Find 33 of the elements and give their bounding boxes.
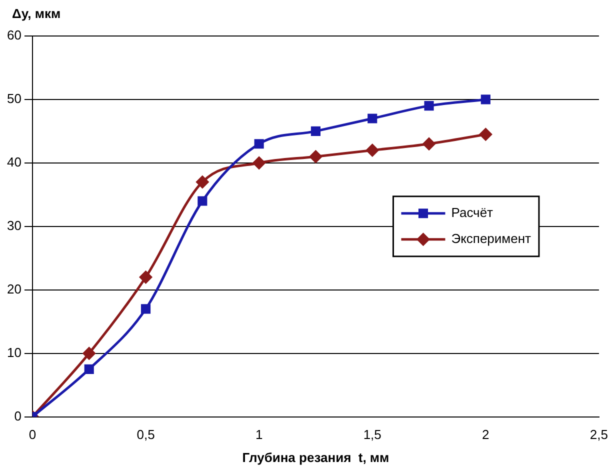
y-tick-label: 0: [14, 408, 22, 424]
legend-label: Расчёт: [451, 204, 494, 220]
x-tick-label: 1: [255, 427, 263, 442]
y-tick-label: 20: [6, 281, 22, 296]
legend-label: Эксперимент: [451, 230, 532, 246]
point: [82, 347, 96, 360]
point: [366, 144, 379, 156]
point: [479, 128, 492, 141]
point: [422, 138, 436, 150]
y-tick-label: 40: [6, 154, 22, 170]
x-tick-label: 2,5: [590, 427, 608, 442]
y-tick-label: 10: [6, 344, 22, 360]
point: [480, 94, 490, 104]
point: [310, 126, 320, 136]
point: [309, 150, 322, 163]
point: [196, 176, 209, 188]
x-tick-label: 1,5: [363, 427, 382, 442]
point: [424, 101, 434, 111]
point: [140, 270, 152, 284]
x-tick-label: 0,5: [136, 427, 155, 442]
x-tick-label: 2: [482, 427, 490, 442]
point: [84, 364, 94, 374]
y-tick-label: 60: [6, 28, 22, 43]
x-tick-label: 0: [28, 427, 36, 442]
point: [198, 196, 208, 206]
point: [254, 139, 264, 149]
y-axis-title: Δy, мкм: [12, 6, 61, 21]
x-axis-title: Глубина резания t, мм: [242, 450, 390, 465]
y-tick-label: 30: [6, 218, 22, 233]
point: [252, 156, 266, 170]
point: [368, 114, 378, 124]
point: [140, 304, 151, 314]
y-tick-label: 50: [6, 91, 22, 106]
